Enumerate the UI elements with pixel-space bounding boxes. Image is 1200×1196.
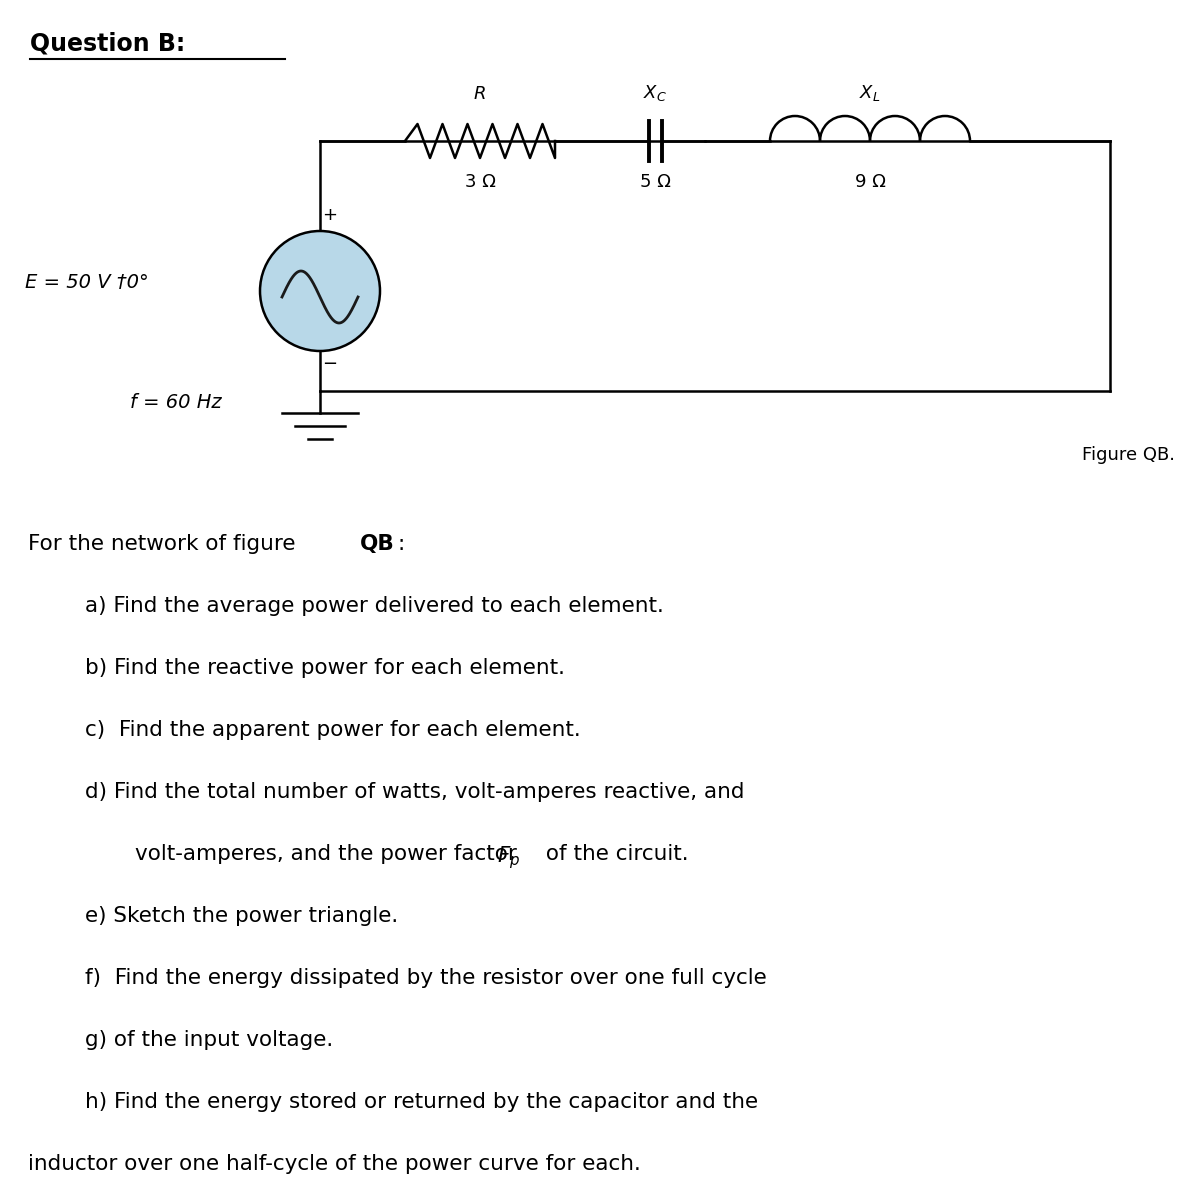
Text: g) of the input voltage.: g) of the input voltage. — [85, 1030, 334, 1050]
Text: inductor over one half-cycle of the power curve for each.: inductor over one half-cycle of the powe… — [28, 1154, 641, 1174]
Text: Question B:: Question B: — [30, 31, 185, 55]
Text: 3 Ω: 3 Ω — [464, 173, 496, 191]
Text: f)  Find the energy dissipated by the resistor over one full cycle: f) Find the energy dissipated by the res… — [85, 968, 767, 988]
Text: f = 60 Hz: f = 60 Hz — [130, 393, 222, 413]
Text: 9 Ω: 9 Ω — [854, 173, 886, 191]
Text: $X_L$: $X_L$ — [859, 83, 881, 103]
Text: +: + — [323, 206, 337, 224]
Text: $X_C$: $X_C$ — [643, 83, 667, 103]
Text: d) Find the total number of watts, volt-amperes reactive, and: d) Find the total number of watts, volt-… — [85, 782, 744, 803]
Text: :: : — [398, 533, 406, 554]
Text: E = 50 V †0°: E = 50 V †0° — [25, 274, 149, 293]
Circle shape — [260, 231, 380, 350]
Text: QB: QB — [360, 533, 395, 554]
Text: c)  Find the apparent power for each element.: c) Find the apparent power for each elem… — [85, 720, 581, 740]
Text: 5 Ω: 5 Ω — [640, 173, 671, 191]
Text: For the network of figure: For the network of figure — [28, 533, 302, 554]
Text: −: − — [323, 355, 337, 373]
Text: e) Sketch the power triangle.: e) Sketch the power triangle. — [85, 907, 398, 926]
Text: $F_p$: $F_p$ — [497, 844, 520, 871]
Text: h) Find the energy stored or returned by the capacitor and the: h) Find the energy stored or returned by… — [85, 1092, 758, 1112]
Text: volt-amperes, and the power factor: volt-amperes, and the power factor — [134, 844, 523, 864]
Text: a) Find the average power delivered to each element.: a) Find the average power delivered to e… — [85, 596, 664, 616]
Text: of the circuit.: of the circuit. — [539, 844, 689, 864]
Text: Figure QB.: Figure QB. — [1082, 446, 1175, 464]
Text: R: R — [474, 85, 486, 103]
Text: b) Find the reactive power for each element.: b) Find the reactive power for each elem… — [85, 658, 565, 678]
